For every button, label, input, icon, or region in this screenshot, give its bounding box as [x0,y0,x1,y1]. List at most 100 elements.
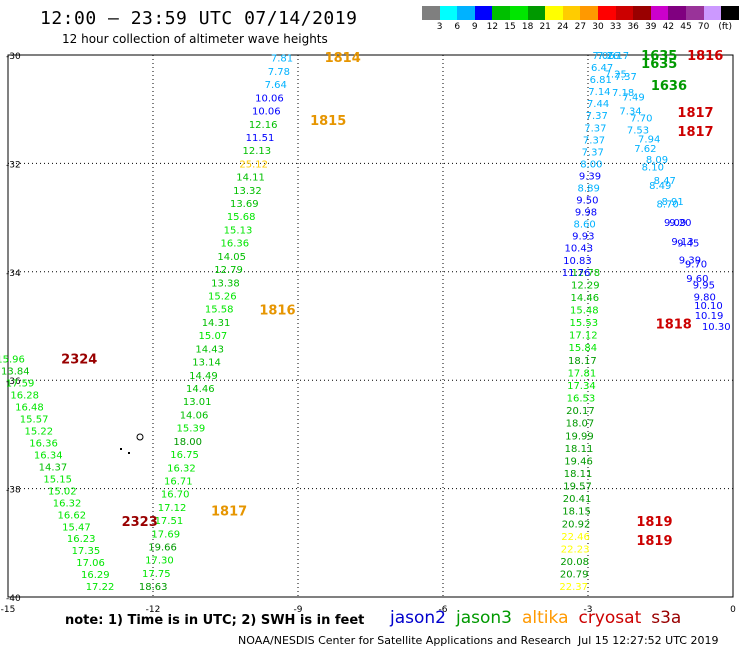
wave-height-value: 14.31 [202,318,231,329]
wave-height-value: 12.16 [249,120,278,131]
satellite-legend-altika: altika [522,608,569,628]
colorbar-swatch [422,6,440,20]
wave-height-value: 11.51 [246,133,275,144]
wave-height-value: 8.09 [646,155,668,166]
colorbar-label: 39 [645,22,657,32]
pass-time-label: 1815 [310,114,346,129]
wave-height-value: 20.17 [566,406,595,417]
wave-height-value: 15.53 [570,318,599,329]
satellite-legend-jason3: jason3 [456,608,512,628]
colorbar-swatch [474,6,493,20]
colorbar-swatch [439,6,458,20]
wave-height-value: 15.57 [20,414,49,425]
wave-height-value: 15.84 [569,343,598,354]
wave-height-value: 17.12 [158,503,187,514]
colorbar-swatch [668,6,686,20]
wave-height-value: 15.39 [177,424,206,435]
colorbar-swatch [492,6,510,20]
map-subtitle: 12 hour collection of altimeter wave hei… [62,32,328,46]
island-marker [136,433,144,441]
lon-tick-label: -15 [1,605,16,615]
lat-tick-label: -36 [6,377,21,387]
wave-height-value: 9.70 [685,259,707,270]
wave-height-value: 8.60 [574,220,596,231]
colorbar-swatch [457,6,475,20]
wave-height-value: 7.37 [586,111,608,122]
wave-height-value: 8.89 [578,183,600,194]
wave-height-value: 10.06 [255,93,284,104]
wave-height-value: 16.71 [164,476,193,487]
satellite-legend-cryosat: cryosat [578,608,642,628]
satellite-legend-jason2: jason2 [390,608,446,628]
wave-height-value: 7.44 [587,99,609,110]
wave-height-value: 16.48 [15,402,44,413]
wave-height-value: 15.48 [570,306,599,317]
wave-height-value: 9.95 [693,280,715,291]
lon-tick-label: -9 [294,605,303,615]
colorbar-swatch [650,6,669,20]
wave-height-value: 7.64 [265,80,287,91]
wave-height-value: 7.37 [615,72,637,83]
wave-height-value: 13.84 [1,367,30,378]
wave-height-value: 7.70 [630,114,652,125]
wave-height-value: 15.13 [224,225,253,236]
wave-height-value: 17.06 [76,558,105,569]
wave-height-colorbar [422,6,739,20]
wave-height-value: 10.10 [694,301,723,312]
pass-time-label: 1819 [636,515,672,530]
wave-height-value: 13.01 [183,397,212,408]
wave-height-value: 8.47 [654,176,676,187]
wave-height-value: 20.08 [560,557,589,568]
wave-height-value: 16.75 [170,450,199,461]
pass-time-label: 1814 [325,51,361,66]
wave-height-value: 14.46 [570,293,599,304]
wave-height-value: 18.11 [565,444,594,455]
wave-height-value: 16.32 [167,463,196,474]
wave-height-value: 8.00 [580,159,602,170]
lat-tick-label: -40 [6,594,21,604]
wave-height-value: 18.15 [562,507,591,518]
lat-tick-label: -30 [6,52,21,62]
wave-height-value: 6.47 [591,63,613,74]
colorbar-label: 70 [697,22,710,32]
wave-height-value: 9.50 [576,196,598,207]
wave-height-value: 7.18 [612,88,634,99]
pass-time-label: 2323 [122,515,158,530]
wave-height-value: 13.14 [192,358,221,369]
wave-height-value: 7.26 [597,51,619,62]
wave-height-value: 15.26 [208,292,237,303]
wave-height-value: 15.07 [199,331,228,342]
wave-height-value: 16.53 [567,394,596,405]
footer-credit: NOAA/NESDIS Center for Satellite Applica… [238,634,572,647]
lon-tick-label: -3 [584,605,593,615]
wave-height-value: 17.34 [567,381,596,392]
wave-height-value: 7.62 [634,144,656,155]
wave-height-value: 22.37 [559,582,588,593]
colorbar-swatch [545,6,563,20]
pass-time-label: 1817 [677,106,713,121]
wave-height-value: 17.35 [72,546,101,557]
colorbar-label: 24 [557,22,569,32]
wave-height-value: 14.06 [180,410,209,421]
satellite-legend-s3a: s3a [651,608,682,628]
wave-height-value: 15.47 [62,522,91,533]
colorbar-label: 6 [454,22,461,32]
wave-height-value: 17.59 [6,378,35,389]
colorbar-label: 9 [471,22,478,32]
wave-height-value: 7.37 [583,135,605,146]
wave-height-value: 13.69 [230,199,259,210]
wave-height-value: 18.07 [566,419,595,430]
wave-height-value: 7.78 [268,67,290,78]
pass-time-label: 1819 [636,534,672,549]
colorbar-label: 12 [486,22,499,32]
wave-height-value: 19.99 [565,431,594,442]
wave-height-value: 14.11 [236,173,265,184]
wave-height-value: 13.32 [233,186,262,197]
footer-timestamp: Jul 15 12:27:52 UTC 2019 [578,634,719,647]
colorbar-label: 18 [521,22,534,32]
wave-height-value: 20.79 [560,570,589,581]
wave-height-value: 9.09 [664,218,686,229]
lat-tick-label: -34 [6,269,21,279]
wave-height-value: 14.43 [195,344,224,355]
